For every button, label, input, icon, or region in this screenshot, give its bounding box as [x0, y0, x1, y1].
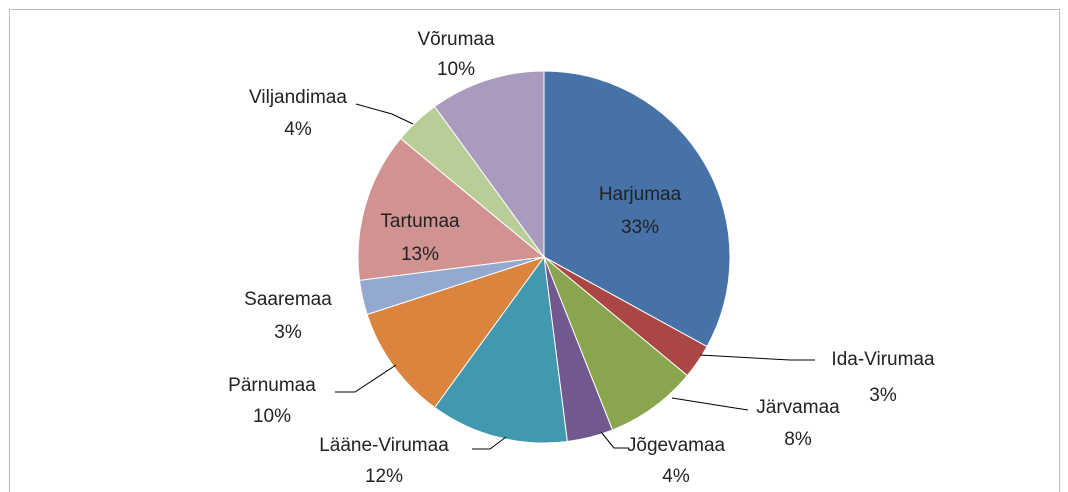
- leader-line: [472, 436, 507, 450]
- slice-label: Tartumaa: [380, 211, 460, 232]
- leader-line: [699, 354, 815, 361]
- pie-slice: [357, 137, 546, 281]
- slice-value: 8%: [784, 429, 812, 450]
- slice-value: 3%: [869, 385, 897, 406]
- slice-label: Jõgevamaa: [627, 435, 726, 456]
- slice-value: 4%: [662, 466, 690, 487]
- slice-value: 12%: [365, 466, 403, 487]
- slice-label: Harjumaa: [599, 184, 682, 205]
- slice-value: 13%: [401, 244, 439, 265]
- pie-slice: [543, 70, 731, 348]
- slice-label: Lääne-Virumaa: [319, 435, 449, 456]
- pie-slice: [543, 256, 689, 431]
- slice-label: Saaremaa: [244, 289, 332, 310]
- labels: Harjumaa 33% Ida-Virumaa 3% Järvamaa 8% Jõgeva…: [228, 29, 935, 487]
- slice-label: Pärnumaa: [228, 375, 316, 396]
- slice-value: 10%: [253, 406, 291, 427]
- slice-label: Viljandimaa: [249, 87, 347, 108]
- slice-value: 33%: [621, 217, 659, 238]
- pie-slice: [433, 255, 568, 444]
- slice-label: Ida-Virumaa: [831, 349, 935, 370]
- slice-value: 4%: [284, 119, 312, 140]
- leader-line: [600, 431, 627, 449]
- pie-slice: [433, 70, 545, 259]
- slice-value: 10%: [437, 59, 475, 80]
- leader-line: [335, 364, 397, 393]
- slice-label: Järvamaa: [756, 397, 840, 418]
- leader-line: [671, 397, 749, 411]
- slice-value: 3%: [274, 322, 302, 343]
- slice-label: Võrumaa: [417, 29, 495, 50]
- pie: [357, 70, 731, 444]
- leader-line: [355, 103, 414, 125]
